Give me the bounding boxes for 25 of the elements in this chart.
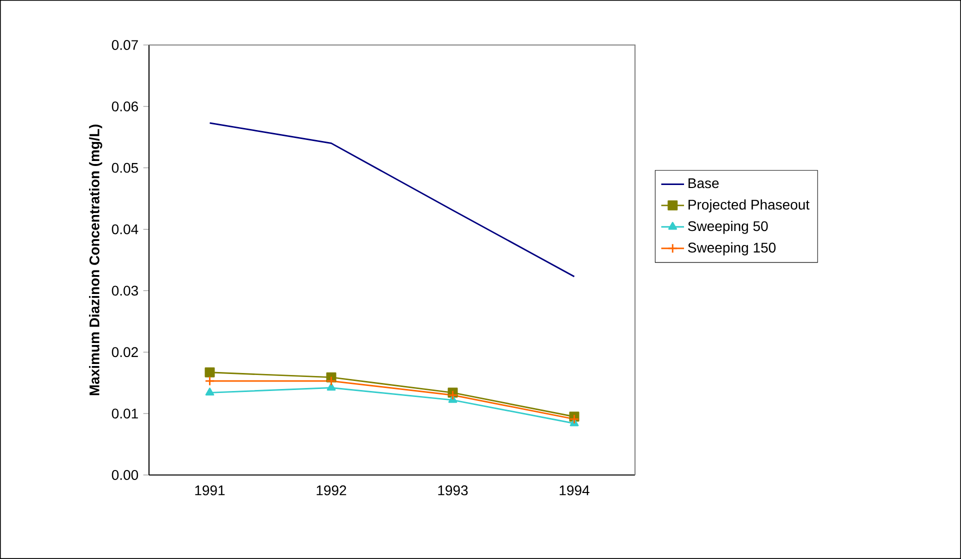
y-tick-label: 0.02	[112, 347, 138, 358]
point	[205, 388, 214, 396]
point	[569, 414, 580, 424]
legend-label: Base	[688, 178, 719, 188]
legend-label: Sweeping 50	[688, 220, 768, 234]
legend-label: Sweeping 150	[688, 242, 776, 256]
point	[448, 390, 458, 400]
y-tick-label: 0.01	[112, 408, 138, 419]
line-series	[209, 122, 575, 278]
y-tick-label: 0.00	[112, 470, 138, 480]
y-tick-label: 0.03	[112, 286, 138, 296]
y-tick-label: 0.05	[112, 162, 138, 173]
y-tick-label: 0.07	[112, 40, 138, 50]
y-tick-label: 0.06	[112, 101, 138, 112]
x-tick-label: 1992	[316, 485, 346, 496]
point	[326, 376, 336, 386]
x-tick-label: 1993	[438, 485, 468, 496]
y-tick-label: 0.04	[112, 224, 138, 234]
point	[204, 376, 215, 386]
point	[204, 367, 215, 378]
y-axis-title: Maximum Diazinon Concentration (mg/L)	[89, 124, 102, 396]
x-tick-label: 1994	[560, 485, 590, 496]
legend-label: Projected Phaseout	[688, 199, 810, 212]
x-tick-label: 1991	[195, 485, 225, 496]
point	[326, 382, 336, 391]
